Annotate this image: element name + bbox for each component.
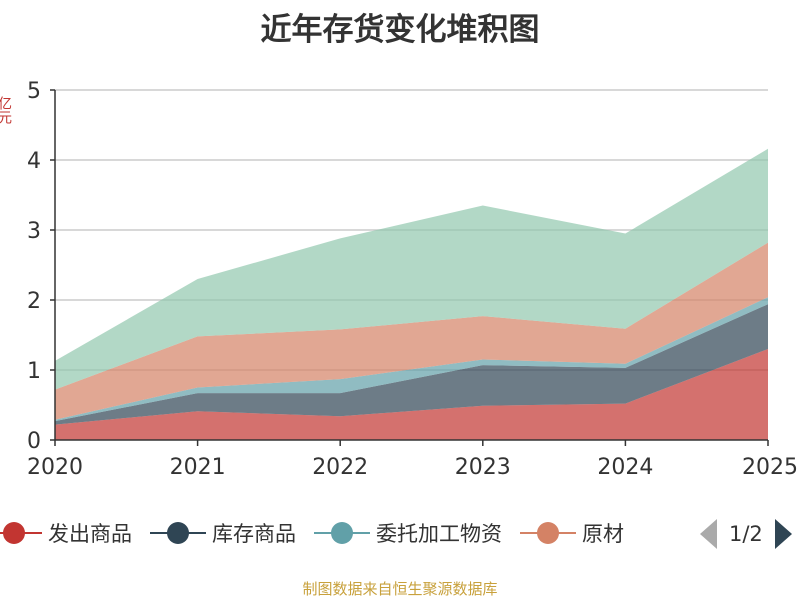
y-tick-label: 0 [27,429,41,454]
data-source-note: 制图数据来自恒生聚源数据库 [302,580,498,598]
x-tick-label: 2024 [597,455,653,480]
area-series-layer [55,148,768,440]
axes: 0 1 2 3 4 5 2020 2021 2022 2023 2024 2025 [27,79,798,480]
y-tick-label: 4 [27,149,41,174]
chart-title: 近年存货变化堆积图 [260,12,540,48]
legend-marker-icon [0,521,42,545]
legend-label: 委托加工物资 [376,522,502,546]
area-series-3 [55,242,768,420]
x-tick-label: 2023 [455,455,511,480]
area-series-1 [55,304,768,425]
legend-marker-icon [520,521,576,545]
legend-item-fachu[interactable]: 发出商品 [0,518,132,548]
legend-marker-icon [314,521,370,545]
area-series-0 [55,349,768,440]
legend-label: 发出商品 [48,522,132,546]
chevron-right-icon[interactable] [774,519,792,549]
legend-pager: 1/2 [700,517,792,551]
y-axis-title: 亿元 [0,96,12,124]
y-tick-label: 3 [27,219,41,244]
legend-item-kucun[interactable]: 库存商品 [150,518,296,548]
area-series-4 [55,148,768,390]
legend-label: 原材料 [582,522,624,546]
legend-item-yuancailiao[interactable]: 原材料 [520,518,624,548]
chevron-left-icon[interactable] [700,519,717,549]
y-tick-label: 5 [27,79,41,104]
x-tick-label: 2022 [312,455,368,480]
y-tick-label: 2 [27,289,41,314]
y-tick-label: 1 [27,359,41,384]
legend-item-weituo[interactable]: 委托加工物资 [314,518,502,548]
x-tick-label: 2020 [27,455,83,480]
legend: 发出商品 库存商品 委托加工物资 原材料 [0,515,642,551]
x-tick-label: 2021 [170,455,226,480]
legend-marker-icon [150,521,206,545]
area-series-2 [55,297,768,422]
legend-label: 库存商品 [212,522,296,546]
x-tick-label: 2025 [742,455,798,480]
legend-page-indicator: 1/2 [729,522,763,546]
